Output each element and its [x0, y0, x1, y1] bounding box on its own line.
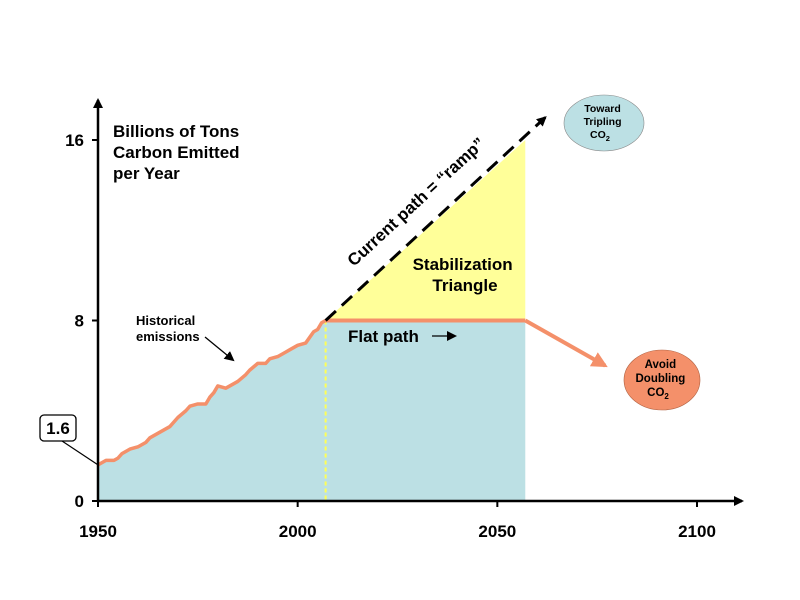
tripling-line-2: Tripling	[584, 116, 622, 128]
start-value-leader	[61, 440, 99, 466]
start-value-box	[39, 414, 77, 442]
tripling-line-3: CO	[590, 129, 606, 141]
tripling-ellipse	[563, 94, 645, 152]
historical-pointer-arrow	[204, 336, 235, 362]
stabilization-label-line-2: Triangle	[432, 276, 497, 295]
tripling-badge: Toward Tripling CO2	[563, 94, 645, 152]
y-ticks: 0 8 16	[65, 131, 98, 511]
tripling-subscript: 2	[606, 134, 610, 143]
y-axis-label-line-2: Carbon Emitted	[113, 143, 240, 162]
doubling-subscript: 2	[664, 392, 669, 401]
current-path-ramp-line	[324, 116, 547, 322]
stabilization-triangle-label: Stabilization Triangle	[413, 255, 518, 295]
doubling-line-3: CO	[647, 387, 664, 399]
x-tick-label: 2050	[478, 522, 516, 541]
start-value-callout: 1.6	[39, 414, 99, 466]
flat-path-label: Flat path	[348, 327, 419, 346]
x-tick-label: 2100	[678, 522, 716, 541]
historical-label-line-1: Historical	[136, 313, 195, 328]
stabilization-label-line-1: Stabilization	[413, 255, 513, 274]
emissions-area-fill	[98, 320, 526, 501]
doubling-line-2: Doubling	[635, 373, 685, 385]
y-axis-label-line-1: Billions of Tons	[113, 122, 239, 141]
y-tick-label: 16	[65, 131, 84, 150]
doubling-line-1: Avoid	[645, 359, 677, 371]
y-axis-label-line-3: per Year	[113, 164, 180, 183]
y-tick-label: 0	[75, 492, 84, 511]
y-axis-label: Billions of Tons Carbon Emitted per Year	[113, 122, 244, 183]
avoid-doubling-line	[524, 318, 608, 368]
tripling-line-1: Toward	[584, 103, 621, 115]
x-tick-label: 1950	[79, 522, 117, 541]
historical-label-line-2: emissions	[136, 329, 200, 344]
historical-emissions-label: Historical emissions	[136, 313, 200, 344]
doubling-label: Avoid Doubling CO2	[635, 359, 688, 401]
x-tick-label: 2000	[279, 522, 317, 541]
doubling-badge: Avoid Doubling CO2	[623, 349, 701, 411]
start-value-label: 1.6	[46, 419, 70, 438]
tripling-label: Toward Tripling CO2	[584, 103, 625, 143]
x-ticks: 1950 2000 2050 2100	[79, 501, 716, 541]
y-tick-label: 8	[75, 312, 84, 331]
historical-emissions-line	[97, 318, 327, 467]
doubling-ellipse	[623, 349, 701, 411]
